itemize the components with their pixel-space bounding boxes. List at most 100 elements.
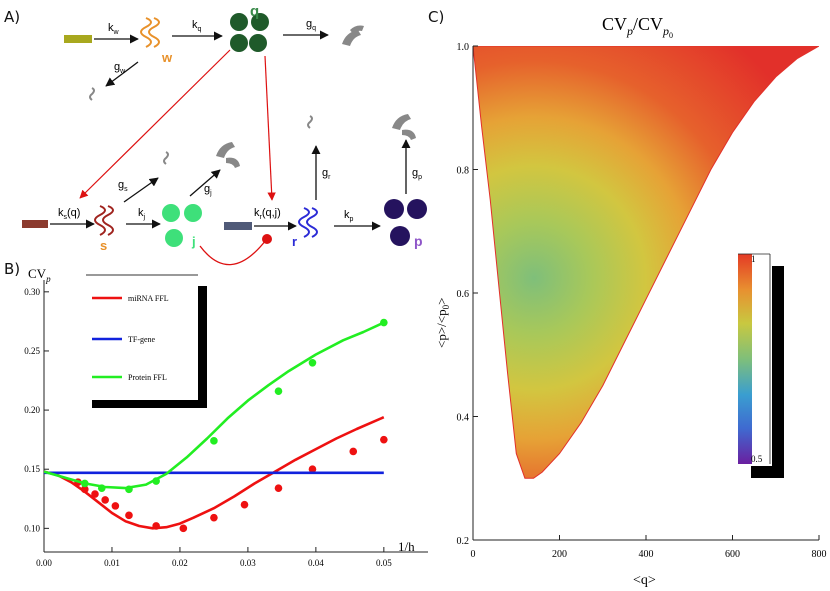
c-xtick-label: 200	[552, 549, 567, 560]
protein-q	[230, 13, 269, 52]
c-ytick-label: 0.6	[457, 289, 470, 300]
panel-c-label: C)	[428, 8, 444, 26]
b-xtick-label: 0.05	[376, 558, 392, 568]
rate-ks: ks(q)	[58, 207, 80, 221]
degraded-r-icon	[307, 115, 313, 129]
feasible-region	[473, 46, 819, 479]
arrow-gj	[189, 169, 221, 197]
rate-gp: gp	[412, 167, 422, 181]
b-xtick-label: 0.01	[104, 558, 120, 568]
species-s-label: s	[100, 238, 107, 253]
colorbar-max-label: 1	[751, 254, 756, 264]
inhibition-j-on-r	[199, 239, 267, 266]
series-point-protein-ffl	[308, 358, 317, 367]
panel-b-legend: miRNA FFL TF-gene Protein FFL	[86, 274, 207, 408]
gene-w-block	[64, 35, 92, 43]
panel-b-xlabel: 1/h	[398, 539, 415, 554]
b-ytick-label: 0.25	[24, 346, 40, 356]
transcript-w	[140, 17, 160, 48]
rate-kp: kp	[344, 209, 354, 223]
degraded-p-icon	[392, 114, 416, 140]
svg-text:<p>/<p0>: <p>/<p0>	[434, 298, 451, 348]
species-p-label: p	[414, 233, 423, 249]
series-point-mirna-ffl	[349, 447, 358, 456]
rate-gq: gq	[306, 18, 316, 32]
b-xtick-label: 0.03	[240, 558, 256, 568]
colorbar-min-label: 0.5	[751, 454, 763, 464]
legend-shadow-right	[198, 286, 207, 408]
degraded-j-icon	[216, 142, 240, 168]
arrow-gw	[105, 61, 139, 87]
panel-b-y-ticks: 0.10 0.15 0.20 0.25 0.30	[24, 287, 49, 533]
rate-kr: kr(q,j)	[254, 207, 281, 221]
c-xtick-label: 600	[725, 549, 740, 560]
species-r-label: r	[292, 234, 297, 249]
legend-shadow-bottom	[92, 400, 207, 408]
arrow-gs	[123, 177, 159, 203]
b-ytick-label: 0.15	[24, 464, 40, 474]
rate-kq: kq	[192, 19, 202, 33]
series-point-protein-ffl	[97, 484, 106, 492]
series-point-protein-ffl	[210, 437, 218, 445]
series-point-mirna-ffl	[274, 484, 283, 492]
panel-b-chart: B) CVp 1/h 0.00 0.01 0.02 0.03 0.04 0.05 0.10…	[4, 260, 428, 568]
arrow-q-activates-s	[79, 49, 231, 199]
arrow-q-activates-r	[264, 55, 276, 201]
b-xtick-label: 0.04	[308, 558, 324, 568]
series-point-mirna-ffl	[179, 524, 188, 533]
degraded-s-icon	[163, 151, 169, 165]
series-point-protein-ffl	[125, 485, 133, 494]
c-xtick-label: 800	[812, 549, 827, 560]
b-xtick-label: 0.02	[172, 558, 188, 568]
series-point-mirna-ffl	[210, 513, 218, 522]
b-ytick-label: 0.10	[24, 523, 40, 533]
series-line-protein-ffl	[44, 321, 385, 490]
rate-gr: gr	[322, 167, 331, 181]
series-point-mirna-ffl	[240, 500, 249, 509]
panel-c-colorbar: 1 0.5	[738, 253, 784, 478]
b-ytick-label: 0.30	[24, 287, 40, 297]
protein-p	[384, 199, 427, 246]
panel-c-ylabel: <p>/<p0>	[434, 298, 451, 348]
species-w-label: w	[161, 50, 173, 65]
series-point-protein-ffl	[80, 479, 89, 488]
series-point-mirna-ffl	[91, 490, 99, 498]
colorbar-shadow-bottom	[751, 466, 784, 478]
protein-j	[162, 204, 202, 247]
c-ytick-label: 1.0	[457, 42, 470, 53]
legend-label-tf: TF-gene	[128, 335, 156, 344]
c-ytick-label: 0.8	[457, 166, 470, 177]
gene-s-block	[22, 220, 48, 228]
series-point-mirna-ffl	[308, 465, 317, 474]
panel-a-diagram: A) kw w kq q gq gw ks(q)	[4, 3, 427, 266]
b-ytick-label: 0.20	[24, 405, 40, 415]
panel-b-x-ticks: 0.00 0.01 0.02 0.03 0.04 0.05	[36, 547, 392, 568]
panel-c-chart: C) CVp/CVp0 <p>/<p0> <q> 0 200 400 600 800 0…	[428, 8, 827, 588]
series-point-protein-ffl	[380, 318, 388, 327]
series-point-mirna-ffl	[380, 435, 388, 444]
legend-label-mirna: miRNA FFL	[128, 294, 169, 303]
species-q-label: q	[250, 3, 259, 20]
legend-label-protein: Protein FFL	[128, 373, 167, 382]
transcript-r	[298, 207, 318, 238]
c-xtick-label: 0	[471, 549, 476, 560]
colorbar-shadow-right	[772, 266, 784, 478]
panel-a-label: A)	[4, 8, 20, 26]
rate-gs: gs	[118, 179, 128, 193]
degraded-q-icon	[342, 25, 364, 46]
panel-b-series	[44, 318, 388, 533]
c-xtick-label: 400	[639, 549, 654, 560]
series-line-mirna-ffl	[44, 416, 385, 530]
series-point-mirna-ffl	[80, 485, 89, 494]
panel-c-xlabel: <q>	[633, 573, 656, 588]
series-point-mirna-ffl	[111, 502, 120, 510]
panel-c-title: CVp/CVp0	[602, 14, 673, 40]
inhibition-head	[262, 234, 272, 244]
rate-gw: gw	[114, 61, 126, 75]
series-point-mirna-ffl	[101, 496, 109, 504]
series-point-mirna-ffl	[125, 511, 133, 520]
panel-b-ylabel: CVp	[28, 266, 51, 284]
rate-kj: kj	[138, 207, 146, 221]
b-xtick-label: 0.00	[36, 558, 52, 568]
